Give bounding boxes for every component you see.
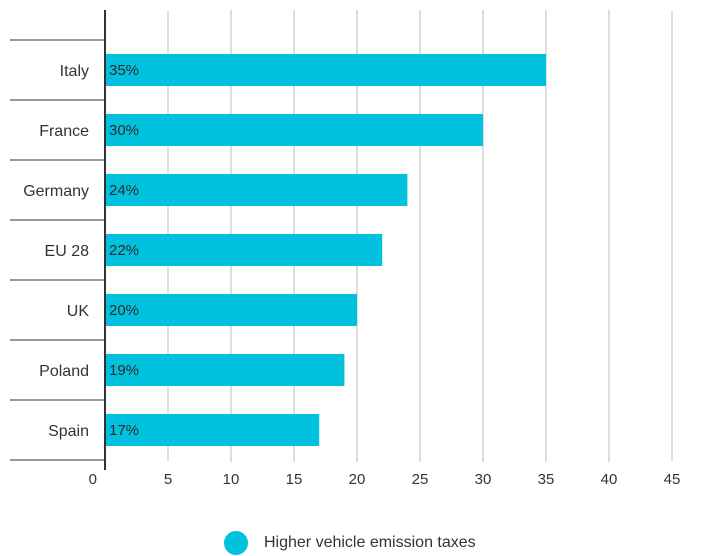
x-tick-label: 20 [349, 471, 366, 488]
x-tick-label: 15 [286, 471, 303, 488]
category-label: Germany [23, 183, 89, 200]
x-tick-label: 10 [223, 471, 240, 488]
category-label: Poland [39, 363, 89, 380]
x-tick-label: 45 [664, 471, 681, 488]
bar-value-label: 19% [109, 362, 139, 379]
x-tick-label: 30 [475, 471, 492, 488]
bar [105, 294, 357, 326]
bar-value-label: 24% [109, 182, 139, 199]
bar-value-label: 17% [109, 422, 139, 439]
bar-value-label: 20% [109, 302, 139, 319]
category-label: Spain [48, 423, 89, 440]
labels: 0510152025303540455035%Italy30%France24%… [23, 62, 681, 488]
bar [105, 54, 546, 86]
legend-swatch [224, 531, 248, 555]
bar-value-label: 35% [109, 62, 139, 79]
bar [105, 354, 345, 386]
bar-value-label: 22% [109, 242, 139, 259]
bar [105, 414, 320, 446]
x-tick-label: 5 [164, 471, 172, 488]
x-tick-label: 25 [412, 471, 429, 488]
bar [105, 234, 383, 266]
x-tick-label: 35 [538, 471, 555, 488]
category-label: France [39, 123, 89, 140]
x-tick-label: 0 [89, 471, 97, 488]
bar-value-label: 30% [109, 122, 139, 139]
bar [105, 174, 408, 206]
bars [105, 54, 546, 446]
x-tick-label: 40 [601, 471, 618, 488]
category-label: UK [67, 303, 90, 320]
legend-label: Higher vehicle emission taxes [264, 534, 476, 551]
bar [105, 114, 483, 146]
category-label: Italy [60, 63, 89, 80]
category-label: EU 28 [45, 243, 90, 260]
category-separators [10, 39, 105, 461]
legend: Higher vehicle emission taxes [224, 530, 476, 556]
